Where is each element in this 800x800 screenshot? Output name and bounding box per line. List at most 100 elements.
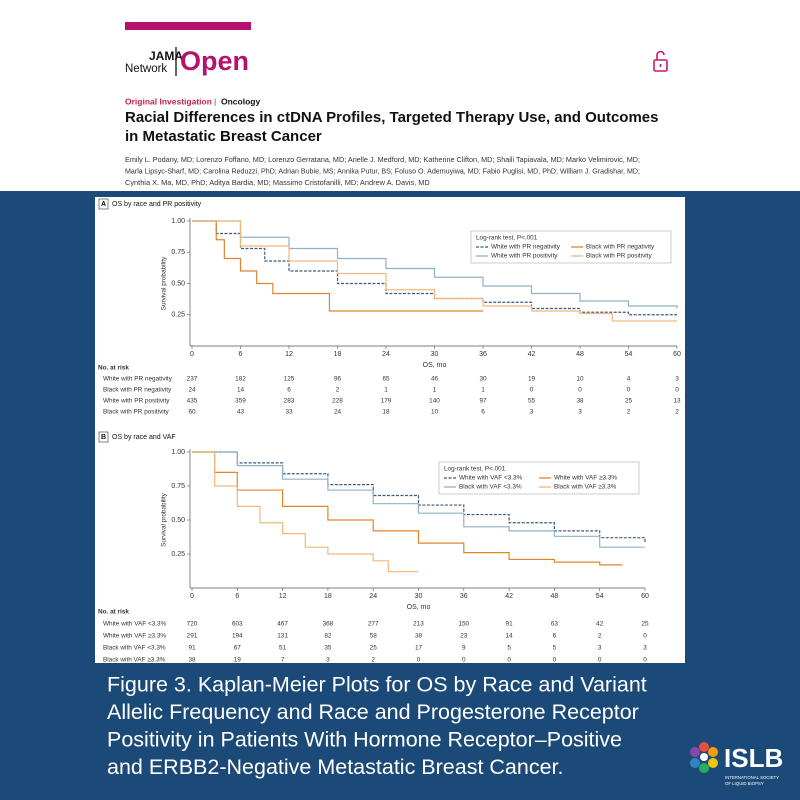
lock-icon (653, 50, 668, 72)
risk-count: 13 (673, 398, 681, 405)
legend-label: White with PR positivity (491, 253, 558, 260)
risk-count: 3 (598, 645, 602, 652)
risk-count: 24 (334, 409, 342, 416)
risk-count: 35 (324, 645, 332, 652)
x-axis-label: OS, mo (407, 604, 431, 611)
legend-title: Log-rank test, P<.001 (444, 466, 506, 473)
risk-count: 7 (281, 657, 285, 664)
panel-title: OS by race and VAF (112, 434, 176, 441)
risk-count: 42 (596, 621, 604, 628)
survival-curve (192, 220, 678, 309)
society-subtitle: OF LIQUID BIOPSY (725, 781, 764, 786)
x-tick-label: 42 (505, 593, 513, 600)
risk-count: 10 (576, 376, 584, 383)
title-line: Racial Differences in ctDNA Profiles, Ta… (125, 109, 659, 126)
legend-label: White with PR negativity (491, 244, 561, 251)
header-bar (125, 22, 251, 30)
panel-label-box (98, 198, 109, 210)
risk-count: 58 (370, 633, 378, 640)
risk-count: 17 (415, 645, 423, 652)
risk-row-name: Black with VAF <3.3% (103, 645, 166, 652)
y-tick-label: 0.50 (171, 517, 185, 524)
x-tick-label: 36 (460, 593, 468, 600)
x-axis-label: OS, mo (423, 362, 447, 369)
risk-count: 19 (234, 657, 242, 664)
risk-row-name: Black with PR positivity (103, 409, 170, 416)
risk-count: 30 (479, 376, 487, 383)
risk-count: 91 (506, 621, 514, 628)
x-tick-label: 30 (431, 351, 439, 358)
x-tick-label: 12 (279, 593, 287, 600)
logo-open: Open (180, 46, 249, 76)
risk-count: 9 (462, 645, 466, 652)
survival-curve (192, 220, 483, 312)
risk-count: 140 (429, 398, 440, 405)
risk-count: 25 (370, 645, 378, 652)
legend-label: Black with PR negativity (586, 244, 655, 251)
risk-count: 3 (578, 409, 582, 416)
risk-count: 6 (481, 409, 485, 416)
author-line: Emily L. Podany, MD; Lorenzo Foffano, MD… (125, 155, 640, 164)
risk-row-name: Black with VAF ≥3.3% (103, 657, 166, 664)
risk-count: 60 (188, 409, 196, 416)
x-tick-label: 24 (369, 593, 377, 600)
risk-count: 2 (371, 657, 375, 664)
risk-row-name: White with PR positivity (103, 398, 170, 405)
risk-count: 0 (627, 387, 631, 394)
risk-count: 5 (553, 645, 557, 652)
risk-count: 277 (368, 621, 379, 628)
risk-count: 0 (643, 633, 647, 640)
title-line: in Metastatic Breast Cancer (125, 128, 322, 145)
risk-row-name: White with VAF ≥3.3% (103, 633, 166, 640)
legend-label: White with VAF ≥3.3% (554, 475, 617, 482)
risk-count: 38 (576, 398, 584, 405)
y-tick-label: 1.00 (171, 449, 185, 456)
y-axis-label: Survival probability (161, 492, 168, 546)
paper-title: Racial Differences in ctDNA Profiles, Ta… (125, 109, 659, 187)
panel-label: A (101, 201, 106, 208)
risk-count: 14 (237, 387, 245, 394)
x-tick-label: 30 (415, 593, 423, 600)
risk-count: 720 (187, 621, 198, 628)
risk-count: 25 (625, 398, 633, 405)
logo-top: JAMA (149, 49, 183, 63)
risk-table-title: No. at risk (98, 365, 129, 372)
panel-label: B (101, 434, 106, 441)
survival-curve (192, 451, 645, 548)
risk-count: 0 (578, 387, 582, 394)
risk-count: 359 (235, 398, 246, 405)
caption-line: Positivity in Patients With Hormone Rece… (107, 728, 622, 752)
risk-count: 194 (232, 633, 243, 640)
risk-count: 2 (675, 409, 679, 416)
risk-count: 2 (627, 409, 631, 416)
survival-curve (192, 220, 677, 322)
risk-count: 237 (187, 376, 198, 383)
risk-count: 43 (237, 409, 245, 416)
legend-label: White with VAF <3.3% (459, 475, 523, 482)
risk-table-title: No. at risk (98, 609, 129, 616)
risk-count: 603 (232, 621, 243, 628)
risk-count: 283 (284, 398, 295, 405)
x-tick-label: 60 (673, 351, 681, 358)
risk-row-name: White with VAF <3.3% (103, 621, 167, 628)
y-axis-label: Survival probability (161, 256, 168, 310)
risk-count: 1 (384, 387, 388, 394)
panel-label-box (98, 431, 109, 443)
risk-count: 0 (462, 657, 466, 664)
risk-count: 51 (279, 645, 287, 652)
risk-count: 6 (553, 633, 557, 640)
risk-count: 25 (641, 621, 649, 628)
author-line: Marla Lipsyc-Sharf, MD; Carolina Reduzzi… (125, 166, 640, 175)
risk-count: 0 (643, 657, 647, 664)
y-tick-label: 1.00 (171, 218, 185, 225)
risk-count: 0 (530, 387, 534, 394)
x-tick-label: 18 (334, 351, 342, 358)
subsection: Oncology (221, 96, 260, 106)
risk-count: 467 (277, 621, 288, 628)
caption-line: Allelic Frequency and Race and Progester… (107, 700, 639, 724)
risk-count: 18 (382, 409, 390, 416)
logo-bottom: Network (125, 63, 167, 75)
x-tick-label: 48 (576, 351, 584, 358)
x-tick-label: 6 (239, 351, 243, 358)
